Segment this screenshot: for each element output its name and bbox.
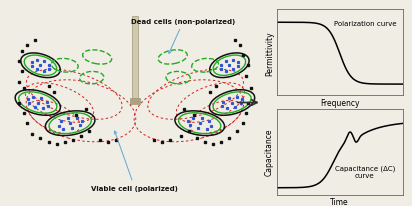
X-axis label: Frequency: Frequency: [320, 98, 359, 108]
Text: Polarization curve: Polarization curve: [334, 21, 396, 27]
Text: Capacitance (ΔC)
curve: Capacitance (ΔC) curve: [335, 165, 395, 178]
X-axis label: Time: Time: [330, 197, 349, 206]
Text: Dead cells (non-polarized): Dead cells (non-polarized): [131, 19, 236, 54]
Bar: [130, 99, 140, 104]
Y-axis label: Permittivity: Permittivity: [265, 31, 274, 75]
Text: Viable cell (polarized): Viable cell (polarized): [91, 131, 178, 191]
Y-axis label: Capacitance: Capacitance: [265, 128, 274, 176]
Bar: [132, 16, 138, 99]
